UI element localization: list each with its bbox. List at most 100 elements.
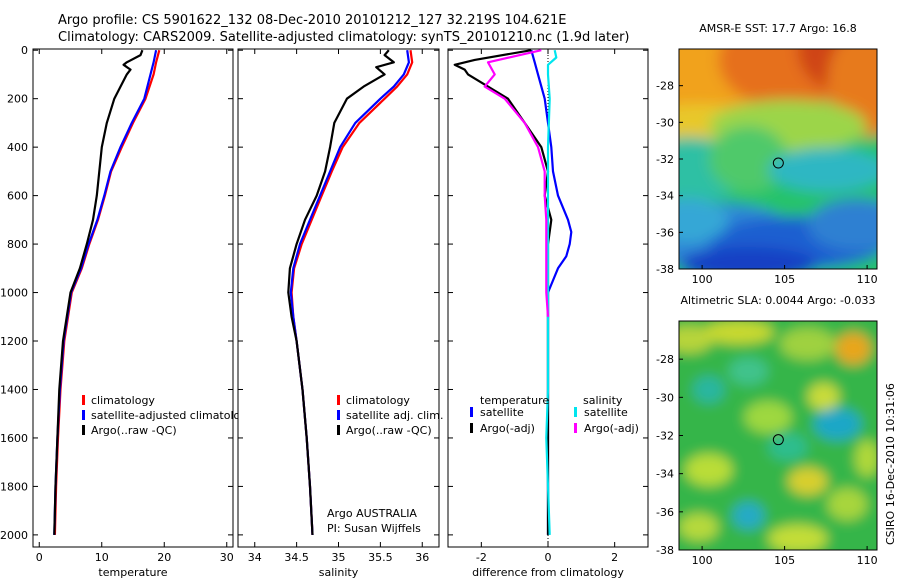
difference-series-salinity-satellite bbox=[545, 49, 558, 535]
sla-field-patch bbox=[692, 375, 725, 404]
salinity-xtick-label: 34.5 bbox=[284, 551, 309, 564]
legend-label: satellite bbox=[480, 406, 524, 419]
sla-field bbox=[679, 321, 877, 550]
legend-label: Argo(..raw -QC) bbox=[91, 424, 177, 437]
depth-tick-label: 600 bbox=[7, 190, 28, 203]
sla-ytick-label: -34 bbox=[656, 468, 674, 481]
header-line-2: Climatology: CARS2009. Satellite-adjuste… bbox=[58, 30, 630, 45]
sst-field-patch bbox=[679, 247, 818, 269]
sla-ytick-label: -28 bbox=[656, 353, 674, 366]
salinity-xtick-label: 34 bbox=[248, 551, 262, 564]
depth-tick-label: 1000 bbox=[0, 287, 28, 300]
sst-map-title: AMSR-E SST: 17.7 Argo: 16.8 bbox=[699, 22, 857, 35]
depth-tick-label: 0 bbox=[21, 44, 28, 57]
temperature-xlabel: temperature bbox=[98, 566, 167, 579]
legend-swatch bbox=[337, 395, 340, 405]
sst-ytick-label: -38 bbox=[656, 263, 674, 276]
legend-swatch bbox=[337, 410, 340, 420]
sla-field-blur bbox=[679, 321, 877, 550]
legend-label: satellite bbox=[584, 406, 628, 419]
sla-field-patch bbox=[807, 382, 840, 411]
sla-map-title: Altimetric SLA: 0.0044 Argo: -0.033 bbox=[681, 294, 876, 307]
legend-swatch bbox=[574, 423, 577, 433]
legend-label: climatology bbox=[346, 394, 410, 407]
sst-xtick-label: 100 bbox=[692, 273, 713, 286]
sla-field-patch bbox=[779, 327, 836, 360]
sla-ytick-label: -30 bbox=[656, 391, 674, 404]
sst-field bbox=[679, 49, 877, 269]
depth-tick-label: 2000 bbox=[0, 529, 28, 542]
difference-xlabel: difference from climatology bbox=[472, 566, 624, 579]
sla-field-patch bbox=[768, 524, 828, 550]
depth-tick-label: 1600 bbox=[0, 432, 28, 445]
depth-tick-label: 800 bbox=[7, 238, 28, 251]
sla-xtick-label: 105 bbox=[774, 554, 795, 567]
legend-label: Argo(-adj) bbox=[480, 422, 535, 435]
float-pi-annotation: PI: Susan Wijffels bbox=[327, 522, 421, 535]
sla-field-patch bbox=[732, 501, 765, 530]
sla-argo-position-marker bbox=[772, 434, 784, 446]
sst-ytick-label: -28 bbox=[656, 80, 674, 93]
sst-field-patch bbox=[768, 148, 877, 192]
salinity-xtick-label: 35 bbox=[332, 551, 346, 564]
depth-tick-label: 1400 bbox=[0, 383, 28, 396]
sla-field-patch bbox=[679, 513, 719, 541]
sst-ytick-label: -34 bbox=[656, 190, 674, 203]
legend-label: satellite adj. clim. bbox=[346, 409, 443, 422]
sla-field-patch bbox=[855, 440, 877, 477]
temperature-panel: 0 10 20 30 0 200 400 600 800 1000 1200 1400 1600 1800… bbox=[0, 44, 254, 579]
legend-swatch bbox=[82, 410, 85, 420]
sst-argo-position-marker bbox=[772, 157, 784, 169]
sla-ytick-label: -38 bbox=[656, 544, 674, 557]
sst-field-blur bbox=[679, 49, 877, 269]
sla-field-patch bbox=[835, 332, 872, 365]
temperature-series-argo-raw-qc- bbox=[53, 49, 144, 535]
legend-swatch bbox=[470, 407, 473, 417]
legend-swatch bbox=[82, 395, 85, 405]
salinity-xtick-label: 35.5 bbox=[368, 551, 393, 564]
depth-tick-label: 1200 bbox=[0, 335, 28, 348]
legend-swatch bbox=[574, 407, 577, 417]
sst-xtick-label: 105 bbox=[774, 273, 795, 286]
sst-ytick-label: -32 bbox=[656, 153, 674, 166]
sla-field-patch bbox=[768, 433, 808, 461]
sst-ytick-label: -30 bbox=[656, 116, 674, 129]
temperature-xtick-label: 10 bbox=[95, 551, 109, 564]
sla-field-patch bbox=[728, 357, 769, 386]
legend-header-temperature: temperature bbox=[480, 394, 549, 407]
sla-xtick-label: 110 bbox=[857, 554, 878, 567]
difference-xtick-label: 2 bbox=[611, 551, 618, 564]
difference-panel: -2 0 2 difference from climatology temperatu… bbox=[447, 48, 649, 579]
sst-xtick-label: 110 bbox=[857, 273, 878, 286]
sst-map: AMSR-E SST: 17.7 Argo: 16.8 100 105 110 -28 -… bbox=[656, 22, 878, 286]
legend-swatch bbox=[337, 425, 340, 435]
legend-header-salinity: salinity bbox=[583, 394, 623, 407]
sla-ytick-label: -36 bbox=[656, 506, 674, 519]
depth-tick-label: 1800 bbox=[0, 480, 28, 493]
salinity-axes-box bbox=[237, 48, 440, 548]
sla-field-patch bbox=[702, 321, 775, 344]
legend-swatch bbox=[82, 425, 85, 435]
depth-tick-label: 200 bbox=[7, 93, 28, 106]
salinity-xtick-label: 36 bbox=[415, 551, 429, 564]
salinity-panel: 34 34.5 35 35.5 36 salinity climatology satelli… bbox=[237, 48, 443, 579]
sla-xtick-label: 100 bbox=[692, 554, 713, 567]
temperature-xtick-label: 0 bbox=[36, 551, 43, 564]
sst-field-patch bbox=[708, 126, 788, 192]
difference-series-salinity-argo-adj- bbox=[483, 49, 550, 317]
legend-label: satellite-adjusted climatology bbox=[91, 409, 254, 422]
legend-label: climatology bbox=[91, 394, 155, 407]
legend-label: Argo(-adj) bbox=[584, 422, 639, 435]
sst-field-patch bbox=[679, 198, 729, 243]
temperature-xtick-label: 30 bbox=[220, 551, 234, 564]
sst-ytick-label: -36 bbox=[656, 226, 674, 239]
legend-swatch bbox=[470, 423, 473, 433]
legend-label: Argo(..raw -QC) bbox=[346, 424, 432, 437]
sla-map: Altimetric SLA: 0.0044 Argo: -0.033 100 10… bbox=[656, 294, 878, 567]
depth-tick-label: 400 bbox=[7, 141, 28, 154]
sla-ytick-label: -32 bbox=[656, 430, 674, 443]
sla-field-patch bbox=[813, 408, 862, 441]
sla-field-patch bbox=[787, 467, 828, 496]
salinity-series-argo-raw-qc- bbox=[287, 49, 395, 535]
